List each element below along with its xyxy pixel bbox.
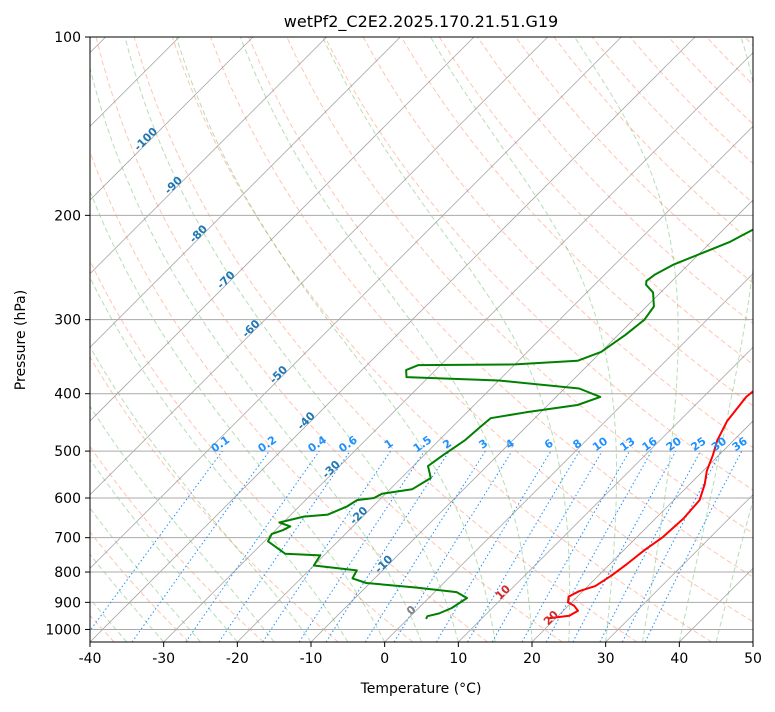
x-axis-title: Temperature (°C): [360, 681, 482, 697]
chart-title: wetPf2_C2E2.2025.170.21.51.G19: [284, 12, 558, 32]
y-tick-label: 200: [54, 208, 81, 224]
x-tick-label: 10: [449, 651, 467, 667]
x-tick-label: 50: [744, 651, 762, 667]
x-tick-label: -40: [79, 651, 102, 667]
y-tick-label: 1000: [45, 622, 81, 638]
y-tick-label: 300: [54, 313, 81, 329]
y-tick-label: 800: [54, 565, 81, 581]
x-tick-label: 20: [523, 651, 541, 667]
x-tick-label: -10: [300, 651, 323, 667]
y-tick-label: 700: [54, 531, 81, 547]
x-tick-label: 0: [380, 651, 389, 667]
x-tick-label: 40: [670, 651, 688, 667]
y-axis-title: Pressure (hPa): [13, 290, 29, 390]
y-tick-label: 100: [54, 30, 81, 46]
y-tick-label: 400: [54, 387, 81, 403]
y-tick-label: 900: [54, 595, 81, 611]
x-tick-label: 30: [597, 651, 615, 667]
y-tick-label: 500: [54, 444, 81, 460]
x-tick-label: -20: [226, 651, 249, 667]
y-tick-label: 600: [54, 491, 81, 507]
x-tick-label: -30: [152, 651, 175, 667]
